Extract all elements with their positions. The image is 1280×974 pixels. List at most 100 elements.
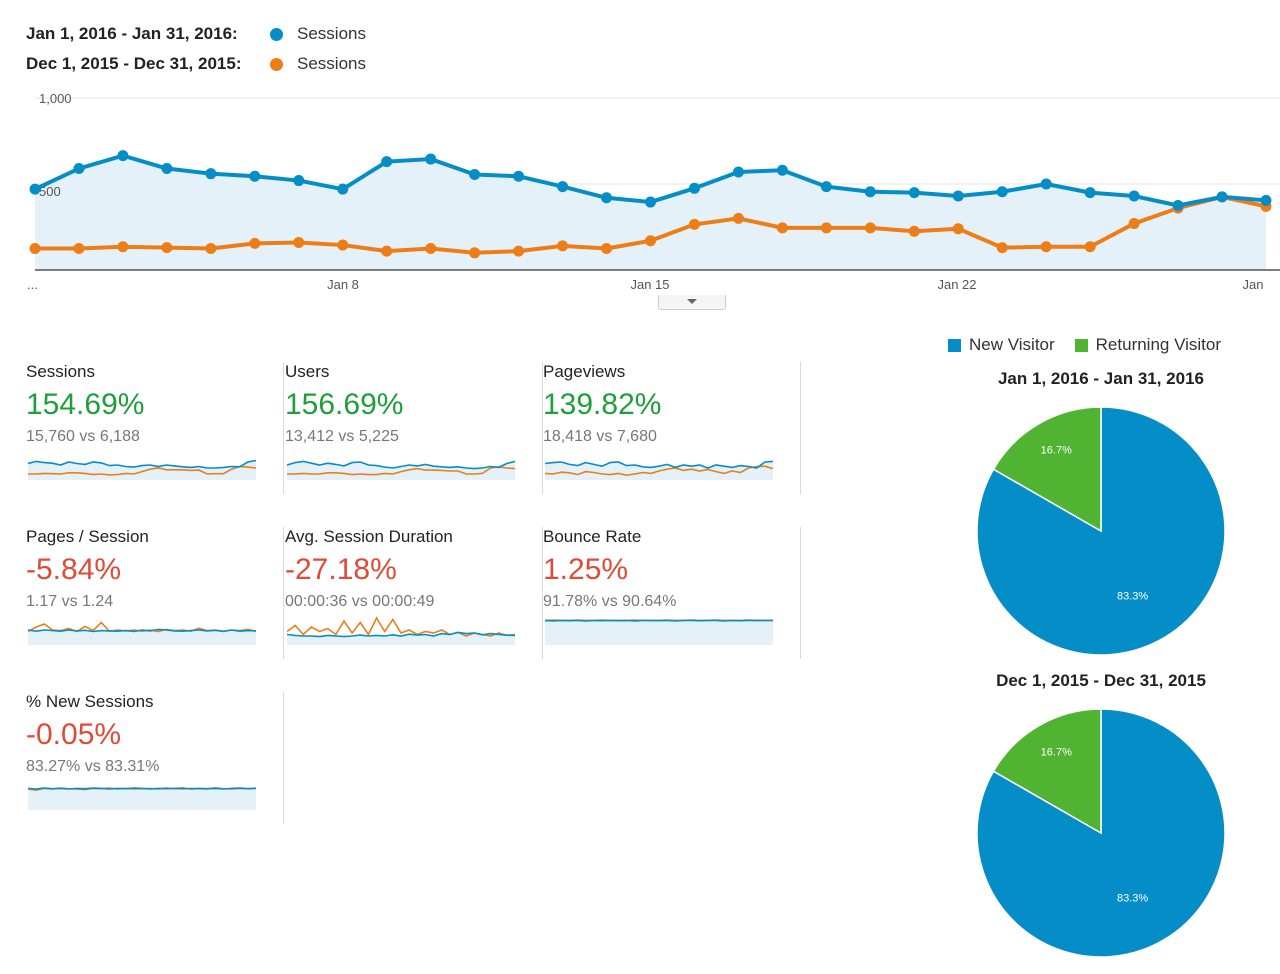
current-data-point[interactable] bbox=[337, 183, 349, 195]
metric-label-pageviews: Pageviews bbox=[543, 362, 626, 381]
sparkline-area bbox=[28, 629, 256, 645]
x-tick-label: Jan 22 bbox=[937, 277, 976, 292]
metric-tile[interactable]: Sessions 154.69% 15,760 vs 6,188 bbox=[26, 362, 284, 494]
metric-change-pages-session: -5.84% bbox=[26, 553, 122, 586]
sparkline-current bbox=[28, 459, 256, 469]
current-data-point[interactable] bbox=[557, 181, 569, 193]
metric-tile[interactable]: Pages / Session -5.84% 1.17 vs 1.24 bbox=[26, 527, 284, 659]
pie-legend: New Visitor Returning Visitor bbox=[948, 335, 1241, 355]
current-data-point[interactable] bbox=[249, 170, 261, 182]
current-data-point[interactable] bbox=[601, 192, 613, 204]
previous-data-point[interactable] bbox=[776, 222, 788, 234]
previous-data-point[interactable] bbox=[908, 225, 920, 237]
current-data-point[interactable] bbox=[29, 183, 41, 195]
previous-data-point[interactable] bbox=[29, 243, 41, 254]
metric-tile[interactable]: Pageviews 139.82% 18,418 vs 7,680 bbox=[543, 362, 801, 494]
current-data-point[interactable] bbox=[205, 168, 217, 180]
previous-data-point[interactable] bbox=[996, 242, 1008, 254]
previous-data-point[interactable] bbox=[732, 212, 744, 224]
metric-compare-pages-session: 1.17 vs 1.24 bbox=[26, 593, 114, 610]
previous-data-point[interactable] bbox=[293, 236, 305, 248]
legend-returning-visitor: Returning Visitor bbox=[1074, 335, 1221, 355]
pie-title-previous: Dec 1, 2015 - Dec 31, 2015 bbox=[996, 671, 1206, 690]
current-data-point[interactable] bbox=[864, 186, 876, 198]
previous-series-dot bbox=[270, 57, 283, 71]
sparkline-previous bbox=[287, 465, 515, 476]
current-series-label: Sessions bbox=[297, 24, 366, 43]
new-visitor-label: New Visitor bbox=[969, 335, 1055, 354]
previous-data-point[interactable] bbox=[73, 243, 85, 254]
sparkline-area bbox=[28, 788, 256, 810]
pie-slice-returning-visitor[interactable] bbox=[992, 406, 1102, 533]
previous-data-point[interactable] bbox=[952, 223, 964, 235]
metric-tile[interactable]: Users 156.69% 13,412 vs 5,225 bbox=[285, 362, 543, 494]
chevron-down-icon bbox=[687, 299, 697, 304]
x-tick-label: Jan 8 bbox=[327, 277, 359, 292]
tile-divider bbox=[800, 527, 801, 659]
previous-data-point[interactable] bbox=[249, 237, 261, 249]
metric-tile[interactable]: Bounce Rate 1.25% 91.78% vs 90.64% bbox=[543, 527, 801, 659]
metric-tile[interactable]: % New Sessions -0.05% 83.27% vs 83.31% bbox=[26, 692, 284, 824]
previous-data-point[interactable] bbox=[1084, 241, 1096, 253]
previous-data-point[interactable] bbox=[1040, 241, 1052, 253]
current-data-point[interactable] bbox=[996, 186, 1008, 198]
metric-change-users: 156.69% bbox=[285, 388, 404, 421]
previous-data-point[interactable] bbox=[557, 240, 569, 252]
previous-data-point[interactable] bbox=[1128, 218, 1140, 230]
metric-change-new-sessions: -0.05% bbox=[26, 718, 122, 751]
metric-compare-avg-session-duration: 00:00:36 vs 00:00:49 bbox=[285, 593, 435, 610]
current-data-point[interactable] bbox=[1260, 194, 1272, 206]
previous-data-point[interactable] bbox=[864, 222, 876, 234]
current-data-point[interactable] bbox=[908, 187, 920, 199]
pie-title-current: Jan 1, 2016 - Jan 31, 2016 bbox=[997, 369, 1205, 388]
current-data-point[interactable] bbox=[688, 182, 700, 194]
metric-change-bounce-rate: 1.25% bbox=[543, 553, 629, 586]
previous-data-point[interactable] bbox=[645, 235, 656, 247]
current-data-point[interactable] bbox=[381, 156, 393, 168]
metric-sparkline bbox=[287, 616, 515, 645]
pie-slice-label: 16.7% bbox=[1041, 445, 1072, 457]
metric-compare-pageviews: 18,418 vs 7,680 bbox=[543, 428, 657, 445]
previous-data-point[interactable] bbox=[425, 243, 437, 254]
sparkline-previous bbox=[28, 465, 256, 476]
current-data-point[interactable] bbox=[1216, 191, 1228, 203]
previous-data-point[interactable] bbox=[820, 222, 832, 234]
current-data-point[interactable] bbox=[1040, 178, 1052, 190]
current-data-point[interactable] bbox=[645, 196, 656, 208]
previous-data-point[interactable] bbox=[469, 247, 481, 259]
returning-visitor-swatch bbox=[1074, 338, 1088, 352]
current-data-point[interactable] bbox=[1172, 200, 1184, 211]
previous-data-point[interactable] bbox=[161, 242, 173, 254]
previous-data-point[interactable] bbox=[117, 241, 129, 253]
current-data-point[interactable] bbox=[425, 153, 437, 165]
previous-data-point[interactable] bbox=[381, 245, 393, 257]
previous-data-point[interactable] bbox=[337, 239, 349, 251]
metric-tile[interactable]: Avg. Session Duration -27.18% 00:00:36 vs … bbox=[285, 527, 543, 659]
current-data-point[interactable] bbox=[820, 181, 832, 193]
current-data-point[interactable] bbox=[776, 164, 788, 176]
current-data-point[interactable] bbox=[1084, 187, 1096, 199]
current-data-point[interactable] bbox=[1128, 190, 1140, 202]
chart-expand-toggle[interactable] bbox=[658, 295, 726, 310]
sparkline-area bbox=[28, 460, 256, 480]
current-data-point[interactable] bbox=[73, 163, 85, 175]
current-data-point[interactable] bbox=[293, 175, 305, 187]
current-data-point[interactable] bbox=[161, 163, 173, 175]
metric-label-avg-session-duration: Avg. Session Duration bbox=[285, 527, 453, 546]
new-visitor-swatch bbox=[948, 338, 961, 352]
pie-slice-returning-visitor[interactable] bbox=[992, 708, 1102, 835]
current-data-point[interactable] bbox=[117, 150, 129, 162]
metric-compare-sessions: 15,760 vs 6,188 bbox=[26, 428, 140, 445]
x-tick-label: Jan 15 bbox=[630, 277, 669, 292]
previous-data-point[interactable] bbox=[205, 243, 217, 254]
current-data-point[interactable] bbox=[469, 169, 481, 181]
current-data-point[interactable] bbox=[732, 166, 744, 178]
current-data-point[interactable] bbox=[952, 190, 964, 202]
previous-data-point[interactable] bbox=[513, 245, 525, 257]
previous-data-point[interactable] bbox=[688, 218, 700, 230]
current-data-point[interactable] bbox=[513, 170, 525, 182]
x-tick-label: ... bbox=[27, 277, 38, 292]
sessions-line-chart: 1,000 500... Jan 8 Jan 15 Jan 22 Jan bbox=[27, 91, 1280, 292]
previous-data-point[interactable] bbox=[601, 243, 613, 254]
tile-divider bbox=[283, 527, 284, 659]
